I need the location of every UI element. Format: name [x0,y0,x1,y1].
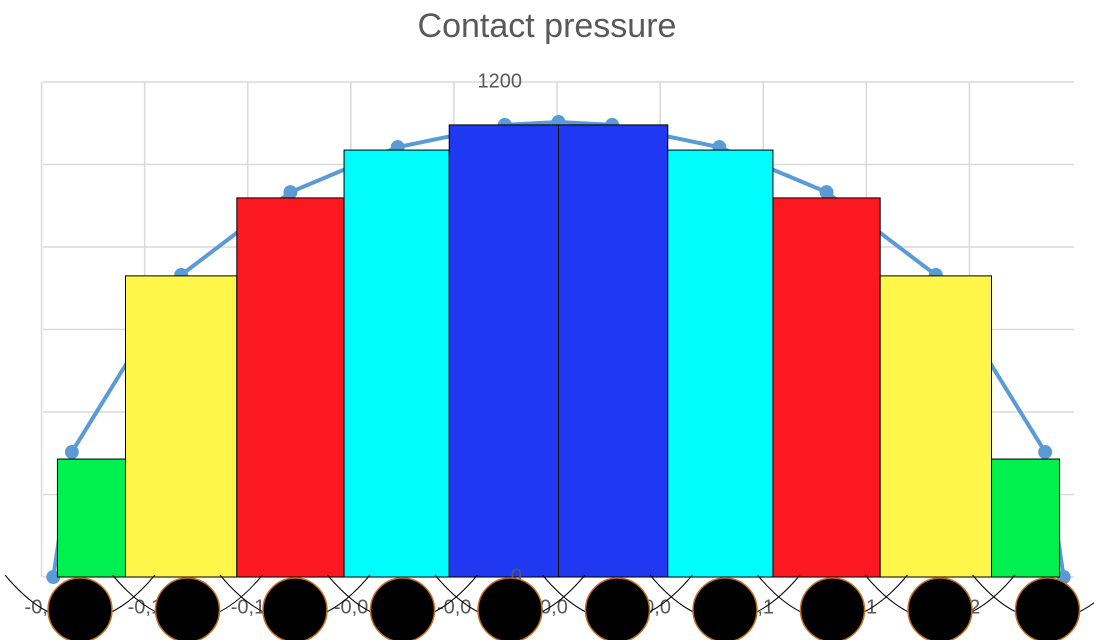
bar [559,125,668,577]
line-marker [65,445,79,459]
roller [156,578,220,640]
roller [48,578,112,640]
roller [1016,578,1080,640]
roller [478,578,542,640]
roller [801,578,865,640]
roller [586,578,650,640]
bar [237,198,344,577]
line-marker [820,185,834,199]
chart: Contact pressure 01200-0,2-0,1-0,1-0,0-0… [0,0,1094,640]
x-tick-label: 0,0 [540,596,568,618]
bar [880,276,991,577]
y-tick-label: 1200 [478,70,523,92]
bar [57,459,125,577]
bar [992,459,1060,577]
bar [344,150,449,577]
x-tick-label: -0,1 [231,596,265,618]
roller [263,578,327,640]
roller [371,578,435,640]
bar [125,276,236,577]
roller [908,578,972,640]
bar [449,125,558,577]
line-marker [1038,445,1052,459]
roller [693,578,757,640]
bar [773,198,880,577]
bar [668,150,773,577]
chart-title: Contact pressure [418,7,677,45]
line-marker [283,185,297,199]
